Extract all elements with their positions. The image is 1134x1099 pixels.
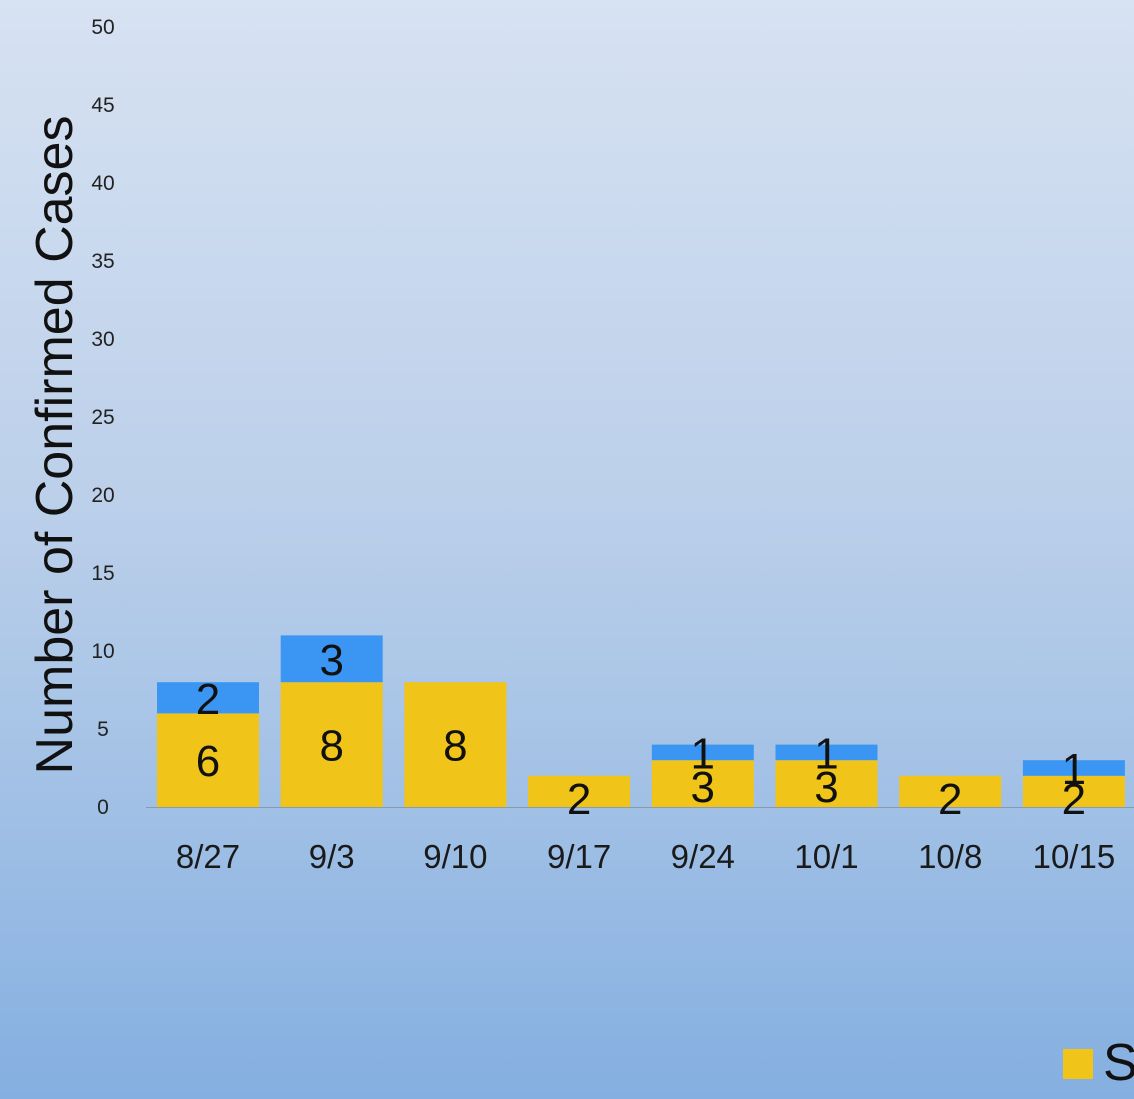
legend-swatch: [1063, 1049, 1093, 1079]
data-label: 2: [938, 775, 962, 824]
y-tick-label: 10: [91, 640, 114, 663]
y-tick-label: 30: [91, 328, 114, 351]
x-tick-label: 9/10: [423, 838, 487, 875]
data-label: 3: [691, 763, 715, 812]
y-tick-label: 25: [91, 406, 114, 429]
data-label: 8: [319, 722, 343, 771]
data-label: 2: [1062, 775, 1086, 824]
bar-segment: [157, 682, 259, 714]
data-label: 1: [691, 729, 715, 778]
bar-segment: [899, 775, 1002, 807]
data-label: 1: [1062, 745, 1086, 794]
y-axis-title: Number of Confirmed Cases: [26, 116, 84, 775]
x-tick-label: 9/17: [547, 838, 611, 875]
bars: [157, 635, 1125, 807]
bar-segment: [528, 775, 631, 807]
bar-segment: [280, 682, 383, 807]
bar-segment: [404, 682, 507, 807]
y-axis-label-group: Number of Confirmed Cases: [26, 116, 84, 775]
y-tick-label: 35: [91, 250, 114, 273]
x-tick-label: 8/27: [176, 838, 240, 875]
bar-segment: [1022, 760, 1125, 776]
bar-segment: [775, 744, 878, 761]
data-label: 3: [319, 636, 343, 685]
data-label: 2: [567, 775, 591, 824]
y-tick-label: 45: [91, 94, 114, 117]
data-label: 6: [196, 737, 220, 786]
y-tick-label: 40: [91, 172, 114, 195]
legend-label: S: [1103, 1034, 1134, 1092]
data-label: 8: [443, 722, 467, 771]
y-tick-labels: 0 5 10 15 20 25 30 35 40 45 50: [91, 16, 114, 819]
legend: S: [1063, 1034, 1134, 1092]
x-tick-label: 9/24: [671, 838, 735, 875]
x-tick-label: 10/1: [794, 838, 858, 875]
x-tick-label: 10/15: [1033, 838, 1116, 875]
bar-segment: [1022, 775, 1125, 807]
x-tick-labels: 8/27 9/3 9/10 9/17 9/24 10/1 10/8 10/15: [176, 838, 1115, 875]
data-label: 2: [196, 675, 220, 724]
data-label: 1: [814, 729, 838, 778]
bar-segment: [280, 635, 383, 683]
data-label: 3: [814, 763, 838, 812]
x-tick-label: 10/8: [918, 838, 982, 875]
bar-segment: [157, 713, 259, 807]
x-tick-label: 9/3: [309, 838, 355, 875]
y-tick-label: 5: [97, 718, 109, 741]
y-tick-label: 0: [97, 796, 109, 819]
bar-segment: [775, 760, 878, 807]
y-tick-label: 15: [91, 562, 114, 585]
bar-segment: [651, 744, 754, 761]
y-tick-label: 20: [91, 484, 114, 507]
y-tick-label: 50: [91, 16, 114, 39]
bar-segment: [651, 760, 754, 807]
